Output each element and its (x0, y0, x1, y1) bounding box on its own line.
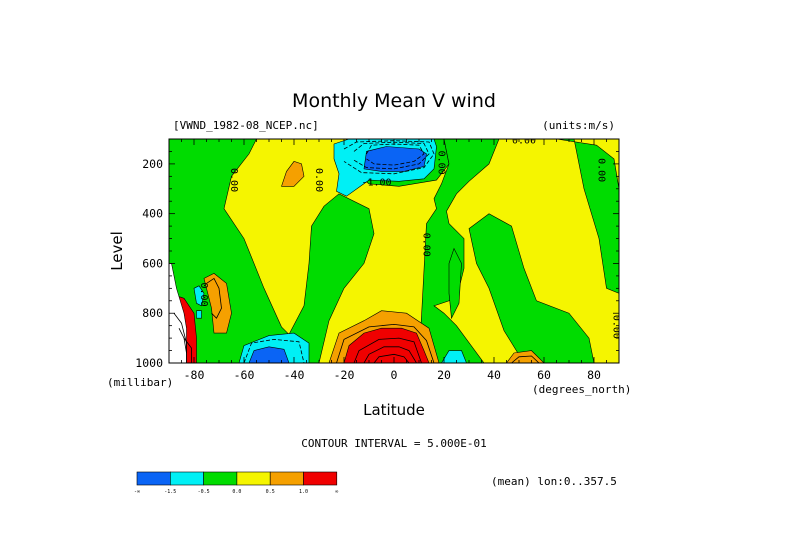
colorbar-swatch-2 (203, 471, 238, 486)
colorbar-label-4: 0.5 (266, 489, 275, 495)
contour-line-2 (366, 143, 425, 166)
contour-line-6 (363, 346, 417, 363)
contour-region-18 (343, 327, 430, 363)
y-units-label: (millibar) (107, 376, 173, 389)
contour-label-2: -1.00 (361, 178, 391, 189)
y-tick-label: 1000 (135, 356, 163, 370)
contour-region-4 (468, 213, 595, 363)
contour-label-0: 0.00 (228, 168, 239, 192)
colorbar-label-6: ∞ (335, 489, 338, 495)
x-tick-label: -60 (234, 368, 255, 382)
x-axis: -80 -60 -40 -20 0 20 40 60 80 (168, 139, 620, 382)
contour-region-6 (448, 247, 462, 320)
units-label: (units:m/s) (542, 119, 615, 132)
contour-line-4 (336, 323, 435, 363)
contour-label-3: 0.00 (436, 151, 447, 175)
contour-line-10 (183, 337, 192, 363)
colorbar-swatch-4 (269, 471, 304, 486)
contour-region-14 (196, 310, 202, 319)
contour-region-8 (203, 273, 232, 334)
colorbar-swatch-5 (303, 471, 338, 486)
x-tick-label: 20 (437, 368, 451, 382)
plot-area: 0.00 0.00 -1.00 0.00 0.00 0.00 0.00 0.00 0.00 (169, 136, 622, 363)
y-tick-label: 200 (142, 157, 163, 171)
contour-region-16 (363, 146, 427, 172)
contour-region-3 (418, 139, 500, 363)
y-tick-label: 800 (142, 306, 163, 320)
y-tick-label: 600 (142, 256, 163, 270)
contour-line-12 (206, 277, 222, 319)
contour-label-6: 0.00 (421, 233, 432, 257)
x-tick-label: -40 (284, 368, 305, 382)
contour-line-11 (511, 355, 540, 363)
dataset-label: [VWND_1982-08_NCEP.nc] (173, 119, 319, 132)
contour-label-4: 0.00 (512, 136, 536, 147)
contour-interval-label: CONTOUR INTERVAL = 5.000E-01 (301, 437, 486, 450)
colorbar-swatch-0 (136, 471, 171, 486)
contour-region-20 (169, 263, 187, 363)
x-tick-label: 0 (391, 368, 398, 382)
contour-region-7 (281, 161, 305, 187)
x-axis-label: Latitude (363, 401, 425, 419)
x-tick-label: 60 (537, 368, 551, 382)
contour-line-5 (353, 337, 422, 363)
contour-line-7 (373, 353, 410, 363)
colorbar-label-3: 0.0 (232, 489, 241, 495)
colorbar-swatch-3 (236, 471, 271, 486)
contour-region-17 (248, 346, 290, 363)
contour-line-1 (353, 141, 430, 170)
contour-label-7: 0.00 (198, 283, 209, 307)
contour-label-8: 0.00 (611, 315, 622, 339)
colorbar-label-1: -1.5 (164, 489, 176, 495)
contour-label-5: 0.00 (596, 158, 607, 182)
colorbar-label-2: -0.5 (198, 489, 210, 495)
colorbar-label-5: 1.0 (299, 489, 308, 495)
y-tick-label: 400 (142, 207, 163, 221)
contour-region-5 (556, 139, 619, 294)
mean-label: (mean) lon:0..357.5 (491, 475, 617, 488)
y-axis: 200 400 600 800 1000 (135, 138, 619, 370)
chart-title: Monthly Mean V wind (292, 90, 496, 112)
contour-region-13 (193, 285, 205, 307)
x-tick-label: 40 (487, 368, 501, 382)
contour-line-3 (243, 338, 305, 363)
colorbar: -∞ -1.5 -0.5 0.0 0.5 1.0 ∞ (134, 471, 338, 495)
x-tick-label: 80 (587, 368, 601, 382)
contour-label-1: 0.00 (313, 168, 324, 192)
contour-line-8 (173, 312, 187, 363)
contour-fill-layer (169, 139, 619, 363)
colorbar-label-0: -∞ (134, 489, 140, 495)
contour-region-15 (441, 350, 467, 363)
contour-label-layer: 0.00 0.00 -1.00 0.00 0.00 0.00 0.00 0.00 0.00 (198, 136, 622, 339)
x-tick-label: -80 (184, 368, 205, 382)
x-units-label: (degrees_north) (532, 383, 631, 396)
x-tick-label: -20 (334, 368, 355, 382)
y-axis-label: Level (108, 231, 126, 271)
colorbar-swatch-1 (170, 471, 204, 486)
